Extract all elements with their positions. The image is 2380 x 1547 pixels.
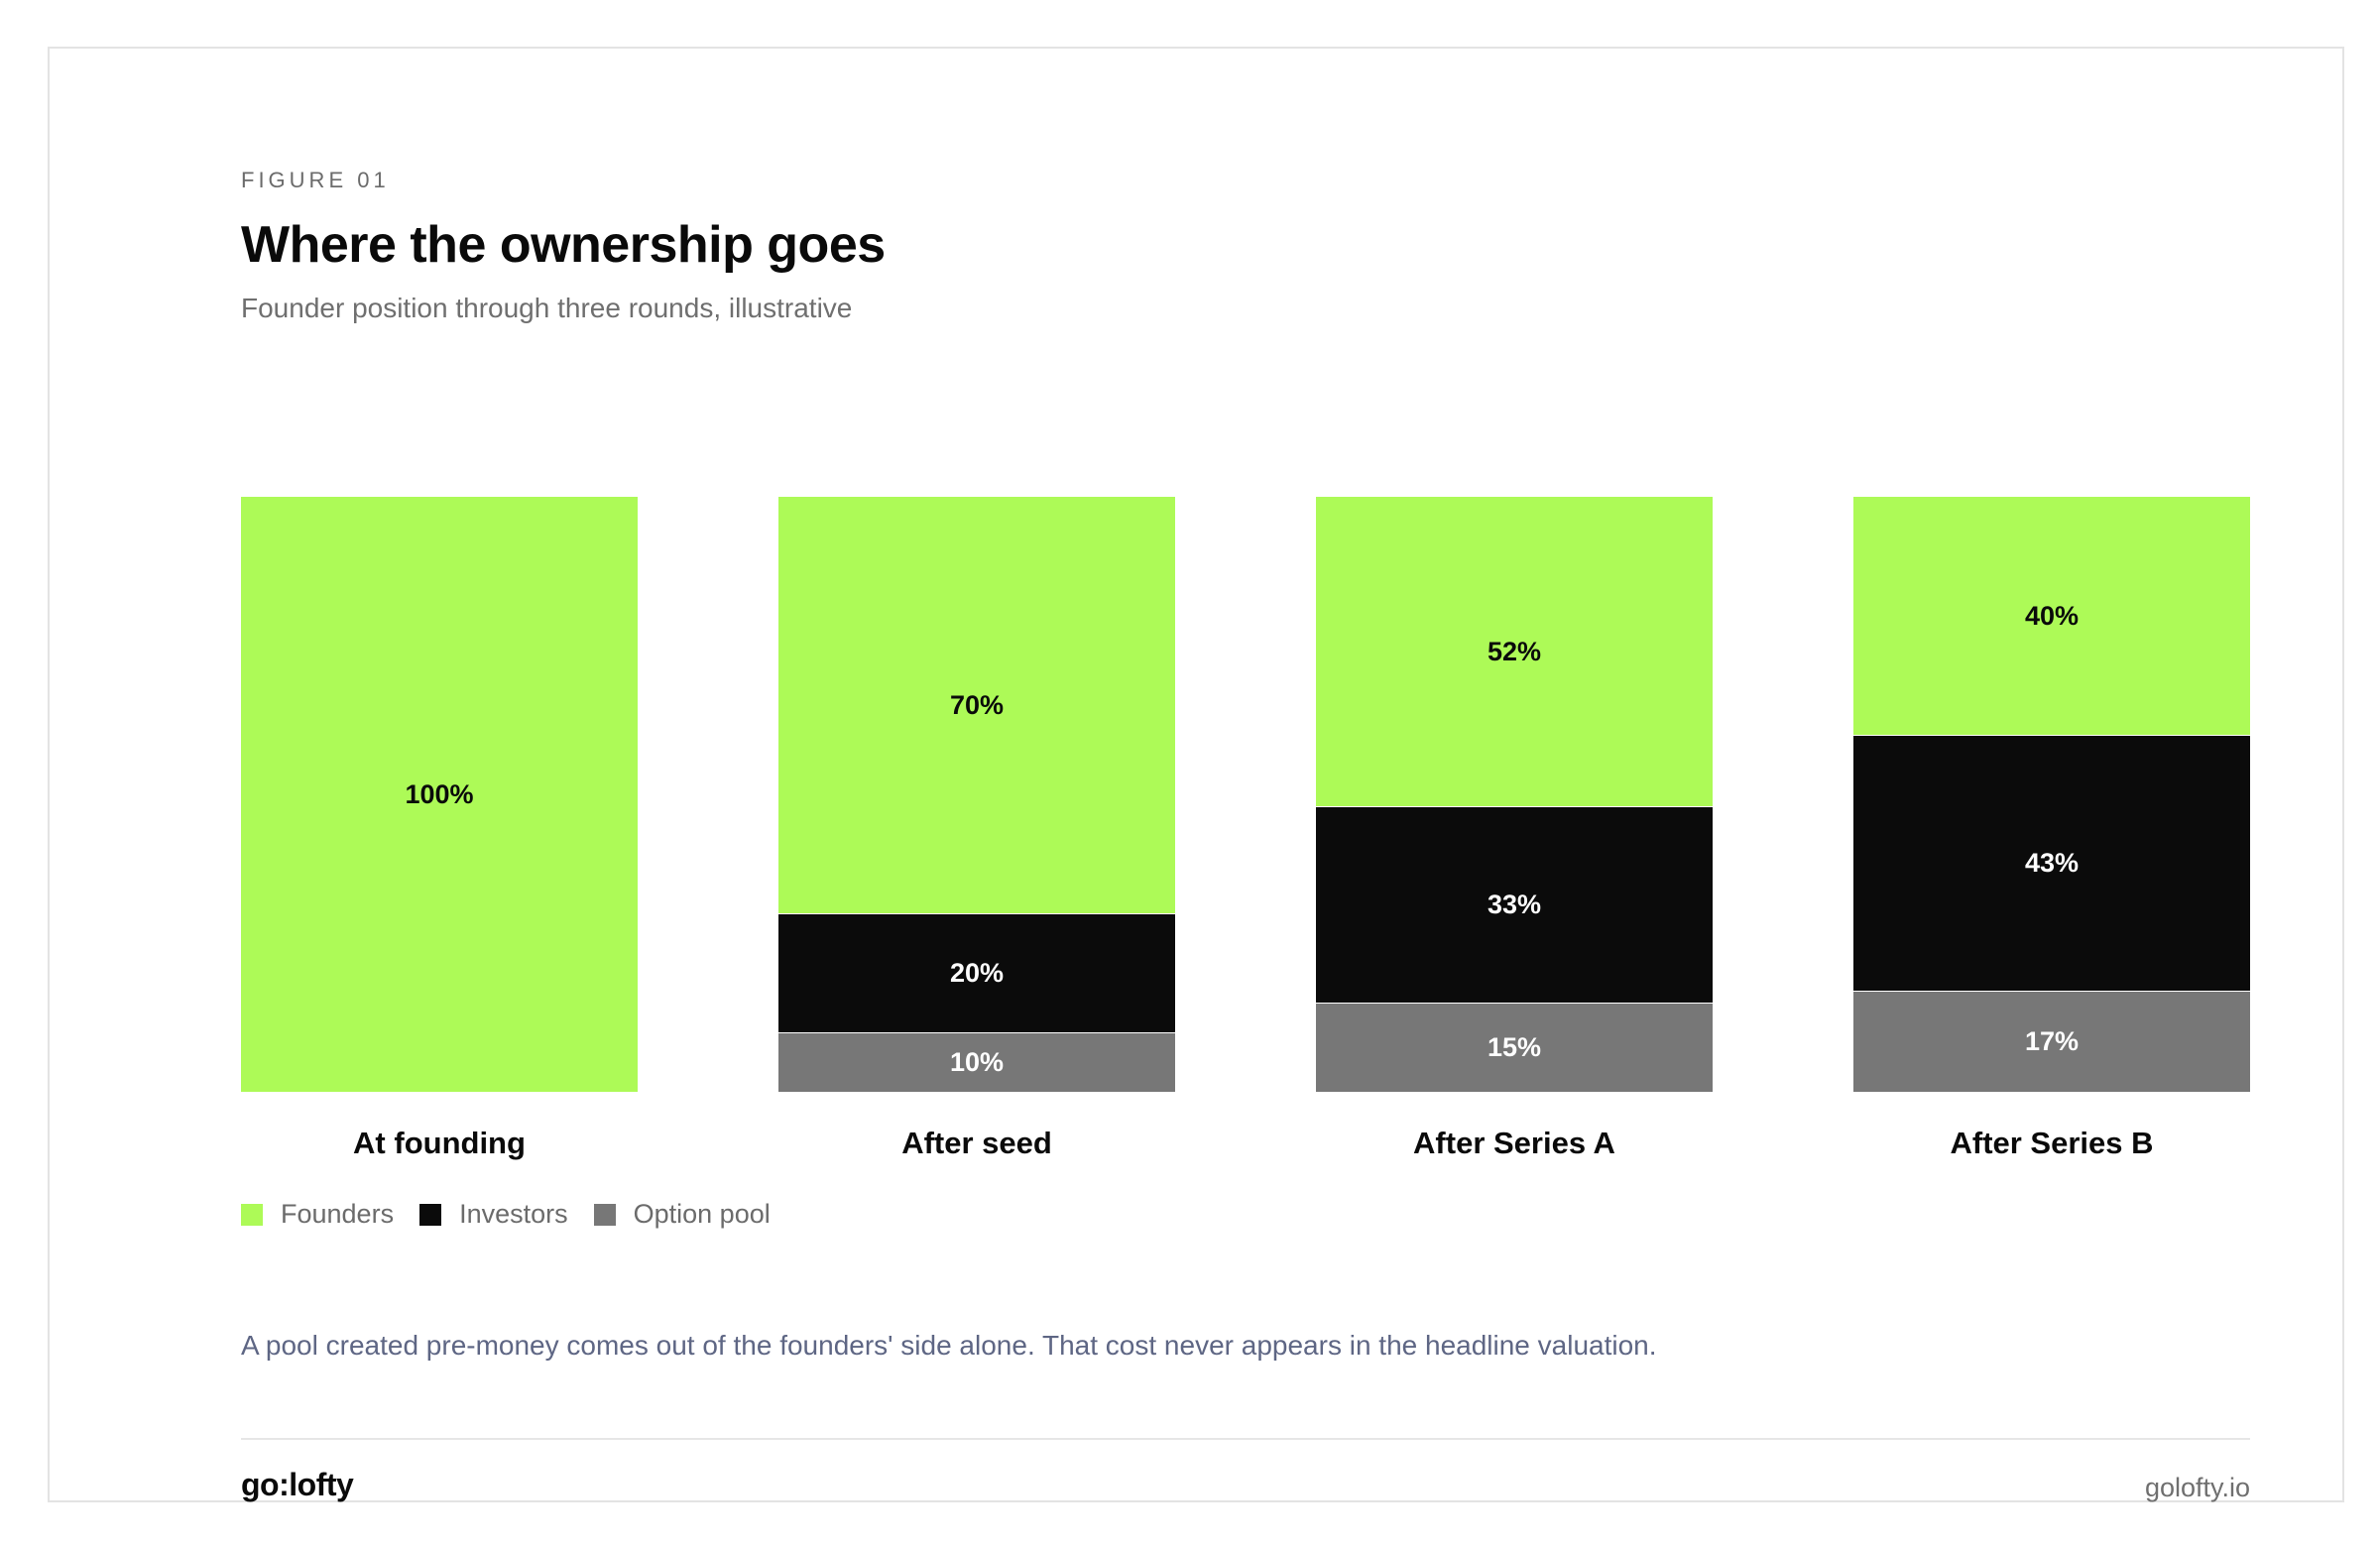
category-label-at-founding: At founding [353, 1126, 526, 1160]
bar-investors-after-series-a [1316, 806, 1713, 1003]
legend-item-founders: Founders [241, 1199, 394, 1230]
figure-subtitle: Founder position through three rounds, i… [241, 293, 853, 323]
data-label-option-pool-after-series-b: 17% [2025, 1026, 2079, 1056]
bar-option-pool-after-series-b [1853, 991, 2250, 1092]
data-label-founders-after-series-b: 40% [2025, 601, 2079, 631]
legend-swatch-founders [241, 1203, 263, 1226]
data-label-investors-after-series-a: 33% [1488, 890, 1541, 919]
category-label-after-series-a: After Series A [1413, 1126, 1615, 1160]
figure-caption: A pool created pre-money comes out of th… [241, 1330, 1657, 1361]
bar-founders-after-series-b [1853, 497, 2250, 735]
figure-content: FIGURE 01 Where the ownership goes Found… [241, 49, 2250, 1502]
data-label-investors-after-series-b: 43% [2025, 848, 2079, 878]
data-label-investors-after-seed: 20% [950, 958, 1004, 988]
bar-founders-after-seed [778, 497, 1175, 913]
figure-eyebrow: FIGURE 01 [241, 168, 390, 192]
bar-option-pool-after-series-a [1316, 1003, 1713, 1092]
site-link: golofty.io [2144, 1473, 2250, 1502]
data-label-founders-after-series-a: 52% [1488, 637, 1541, 666]
bar-investors-after-series-b [1853, 735, 2250, 991]
legend-item-investors: Investors [419, 1199, 568, 1230]
data-label-option-pool-after-seed: 10% [950, 1047, 1004, 1077]
footer-divider [241, 1438, 2250, 1440]
data-label-founders-after-seed: 70% [950, 690, 1004, 720]
bar-option-pool-after-seed [778, 1032, 1175, 1092]
data-label-option-pool-after-series-a: 15% [1488, 1032, 1541, 1062]
figure-card: FIGURE 01 Where the ownership goes Found… [48, 47, 2344, 1502]
data-label-founders-at-founding: 100% [405, 779, 473, 809]
legend-item-option-pool: Option pool [593, 1199, 771, 1230]
legend-label-option-pool: Option pool [633, 1199, 771, 1229]
bar-investors-after-seed [778, 913, 1175, 1032]
legend-swatch-investors [419, 1203, 442, 1226]
legend-swatch-option-pool [593, 1203, 616, 1226]
chart-svg: 100% At founding 10% 20% 70% After seed 15% 33%… [241, 497, 2250, 1160]
brand-logo: go:lofty [241, 1467, 354, 1502]
bar-founders-at-founding [241, 497, 638, 1092]
chart-legend: Founders Investors Option pool [241, 1199, 796, 1230]
bar-founders-after-series-a [1316, 497, 1713, 806]
legend-label-investors: Investors [459, 1199, 568, 1229]
stacked-bar-chart: 100% At founding 10% 20% 70% After seed 15% 33%… [241, 447, 2250, 1181]
legend-label-founders: Founders [281, 1199, 395, 1229]
figure-title: Where the ownership goes [241, 216, 886, 274]
category-label-after-seed: After seed [901, 1126, 1052, 1160]
category-label-after-series-b: After Series B [1950, 1126, 2153, 1160]
